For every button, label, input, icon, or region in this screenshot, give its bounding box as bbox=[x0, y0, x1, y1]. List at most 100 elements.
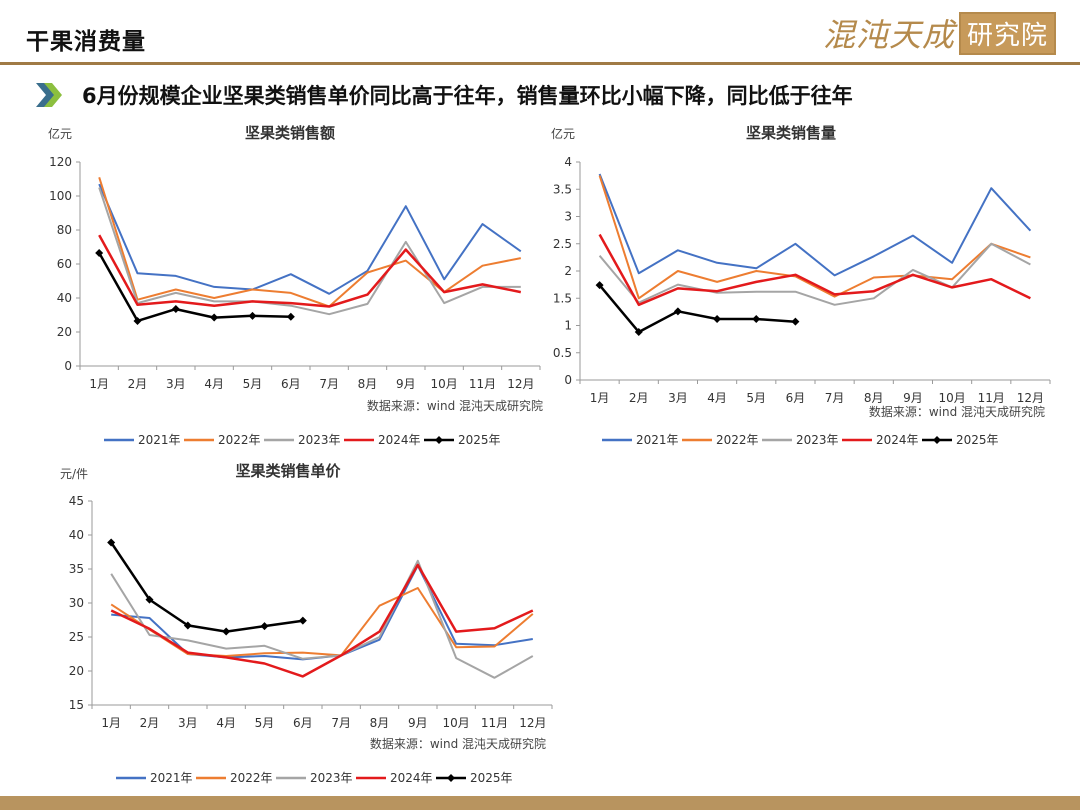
legend-label: 2022年 bbox=[716, 433, 759, 447]
data-point-marker bbox=[145, 595, 154, 604]
x-tick-label: 5月 bbox=[243, 377, 263, 391]
y-tick-label: 1.5 bbox=[553, 291, 572, 305]
legend-item: 2024年 bbox=[842, 433, 919, 447]
y-tick-label: 3 bbox=[564, 210, 572, 224]
footer-bar bbox=[0, 796, 1080, 810]
y-tick-label: 4 bbox=[564, 155, 572, 169]
y-tick-label: 20 bbox=[57, 325, 72, 339]
x-tick-label: 5月 bbox=[255, 716, 275, 730]
headline-text: 6月份规模企业坚果类销售单价同比高于往年，销售量环比小幅下降，同比低于往年 bbox=[82, 84, 853, 108]
legend-item: 2023年 bbox=[264, 433, 341, 447]
page-title: 干果消费量 bbox=[26, 29, 146, 55]
y-axis-unit-label: 亿元 bbox=[48, 126, 72, 141]
x-tick-label: 9月 bbox=[408, 716, 428, 730]
header-divider bbox=[0, 62, 1080, 65]
legend-marker bbox=[933, 436, 941, 444]
data-point-marker bbox=[210, 313, 219, 322]
series-line-2023年 bbox=[98, 187, 521, 316]
data-point-marker bbox=[713, 314, 722, 323]
x-tick-label: 1月 bbox=[89, 377, 109, 391]
y-tick-label: 120 bbox=[49, 155, 72, 169]
x-tick-label: 2月 bbox=[140, 716, 160, 730]
legend-label: 2021年 bbox=[150, 771, 193, 785]
y-axis-unit-label: 亿元 bbox=[551, 126, 575, 141]
series-line-2024年 bbox=[98, 234, 522, 308]
x-tick-label: 3月 bbox=[166, 377, 186, 391]
data-point-marker bbox=[286, 312, 295, 321]
x-tick-label: 4月 bbox=[707, 391, 727, 405]
series-line-2025年 bbox=[110, 541, 303, 633]
legend-item: 2025年 bbox=[922, 433, 999, 447]
series-line-2025年 bbox=[598, 284, 796, 334]
legend-label: 2021年 bbox=[636, 433, 679, 447]
legend-item: 2022年 bbox=[184, 433, 261, 447]
x-tick-label: 3月 bbox=[668, 391, 688, 405]
legend-item: 2025年 bbox=[436, 771, 513, 785]
x-tick-label: 2月 bbox=[128, 377, 148, 391]
series-line-2025年 bbox=[98, 252, 291, 323]
legend-item: 2023年 bbox=[762, 433, 839, 447]
x-tick-label: 8月 bbox=[370, 716, 390, 730]
x-tick-label: 2月 bbox=[629, 391, 649, 405]
legend-item: 2021年 bbox=[116, 771, 193, 785]
x-tick-label: 10月 bbox=[431, 377, 458, 391]
legend-item: 2024年 bbox=[356, 771, 433, 785]
x-tick-label: 4月 bbox=[216, 716, 236, 730]
series-line-2023年 bbox=[598, 242, 1031, 306]
legend-label: 2023年 bbox=[298, 433, 341, 447]
y-tick-label: 40 bbox=[69, 528, 84, 542]
x-tick-label: 12月 bbox=[1017, 391, 1044, 405]
x-tick-label: 6月 bbox=[786, 391, 806, 405]
legend-item: 2021年 bbox=[104, 433, 181, 447]
series-line-2023年 bbox=[110, 559, 534, 679]
chart-unit-price: 坚果类销售单价 元/件 15 20 25 30 35 40 45 1月 2月 3月 4月 5月 6月 7月 8月… bbox=[60, 462, 553, 785]
data-point-marker bbox=[107, 538, 116, 547]
x-tick-label: 1月 bbox=[101, 716, 121, 730]
legend-label: 2024年 bbox=[390, 771, 433, 785]
chart-sales-amount: 坚果类销售额 亿元 0 20 40 60 80 100 120 1月 2月 3月 4月 5月 6月 7月 8月 9… bbox=[48, 124, 543, 447]
legend-marker bbox=[447, 774, 455, 782]
chart-title: 坚果类销售量 bbox=[746, 124, 836, 142]
x-tick-label: 6月 bbox=[293, 716, 313, 730]
x-tick-label: 10月 bbox=[443, 716, 470, 730]
data-point-marker bbox=[595, 281, 604, 290]
legend-label: 2025年 bbox=[956, 433, 999, 447]
legend-label: 2024年 bbox=[378, 433, 421, 447]
y-tick-label: 0.5 bbox=[553, 346, 572, 360]
legend-item: 2022年 bbox=[682, 433, 759, 447]
legend-item: 2024年 bbox=[344, 433, 421, 447]
chart-source-note: 数据来源：wind 混沌天成研究院 bbox=[370, 736, 546, 751]
legend-label: 2022年 bbox=[218, 433, 261, 447]
y-tick-label: 0 bbox=[564, 373, 572, 387]
x-tick-label: 5月 bbox=[746, 391, 766, 405]
series-line-2024年 bbox=[598, 233, 1031, 307]
x-tick-label: 8月 bbox=[864, 391, 884, 405]
legend-item: 2025年 bbox=[424, 433, 501, 447]
data-point-marker bbox=[673, 307, 682, 316]
y-tick-label: 30 bbox=[69, 596, 84, 610]
y-tick-label: 1 bbox=[564, 319, 572, 333]
y-tick-label: 60 bbox=[57, 257, 72, 271]
legend-label: 2023年 bbox=[796, 433, 839, 447]
legend-item: 2021年 bbox=[602, 433, 679, 447]
x-tick-label: 3月 bbox=[178, 716, 198, 730]
data-point-marker bbox=[634, 328, 643, 337]
logo-main-text: 混沌天成 bbox=[822, 16, 955, 54]
legend-item: 2022年 bbox=[196, 771, 273, 785]
chart-title: 坚果类销售单价 bbox=[235, 462, 341, 480]
x-tick-label: 10月 bbox=[938, 391, 965, 405]
series-line-2022年 bbox=[598, 175, 1031, 300]
x-tick-label: 6月 bbox=[281, 377, 301, 391]
series-line-2022年 bbox=[110, 587, 534, 657]
chart-sales-volume: 坚果类销售量 亿元 0 0.5 1 1.5 2 2.5 3 3.5 4 1月 2月 3月 4月 5月 6月 7月 8… bbox=[551, 124, 1051, 447]
series-line-2021年 bbox=[598, 173, 1032, 277]
legend-label: 2025年 bbox=[458, 433, 501, 447]
x-tick-label: 11月 bbox=[481, 716, 508, 730]
legend-item: 2023年 bbox=[276, 771, 353, 785]
legend-label: 2024年 bbox=[876, 433, 919, 447]
legend-label: 2025年 bbox=[470, 771, 513, 785]
y-tick-label: 80 bbox=[57, 223, 72, 237]
x-tick-label: 4月 bbox=[204, 377, 224, 391]
logo-box-text: 研究院 bbox=[958, 11, 1056, 55]
x-tick-label: 8月 bbox=[358, 377, 378, 391]
